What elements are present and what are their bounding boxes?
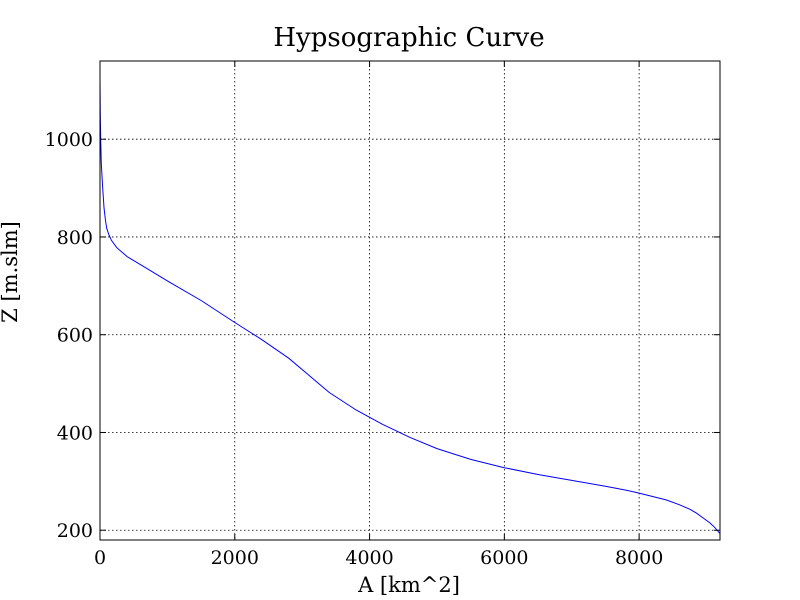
- y-tick-label: 800: [57, 227, 93, 249]
- chart-title: Hypsographic Curve: [273, 23, 544, 53]
- x-axis-label: A [km^2]: [357, 573, 460, 597]
- grid-lines: [99, 61, 720, 540]
- series-layer: [99, 80, 721, 534]
- y-tick-label: 400: [57, 422, 93, 444]
- x-tick-label: 2000: [211, 547, 259, 569]
- x-tick-label: 6000: [480, 547, 528, 569]
- y-axis-label: Z [m.slm]: [0, 221, 22, 323]
- y-tick-label: 600: [57, 325, 93, 347]
- x-tick-labels: 0 2000 4000 6000 8000: [94, 547, 663, 569]
- x-tick-label: 4000: [345, 547, 393, 569]
- plot-frame: [99, 60, 721, 541]
- x-tick-label: 8000: [615, 547, 663, 569]
- x-tick-label: 0: [94, 547, 106, 569]
- y-tick-label: 200: [57, 520, 93, 542]
- y-tick-labels: 200 400 600 800 1000: [45, 129, 93, 542]
- tick-marks: [99, 61, 720, 540]
- series-line: [99, 80, 721, 534]
- y-tick-label: 1000: [45, 129, 93, 151]
